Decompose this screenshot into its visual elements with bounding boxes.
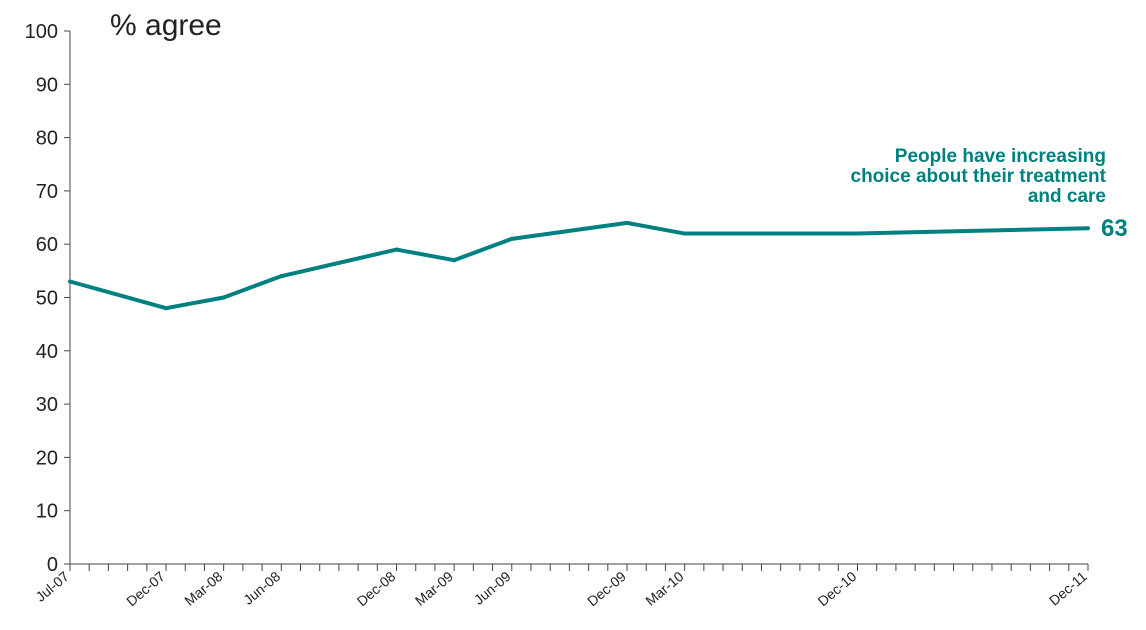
data-point xyxy=(279,274,284,279)
annotation-line: choice about their treatment xyxy=(851,166,1107,187)
x-tick-label: Jun-09 xyxy=(471,568,514,608)
data-point xyxy=(68,279,72,284)
y-tick-label: 20 xyxy=(36,447,58,469)
series-line xyxy=(69,220,1089,311)
y-axis: 0 10 20 30 40 50 60 70 80 90 100 xyxy=(25,21,71,576)
y-tick-label: 10 xyxy=(36,501,58,523)
x-tick-label: Mar-09 xyxy=(412,568,456,609)
x-tick-label: Dec-11 xyxy=(1046,568,1090,609)
data-point xyxy=(682,231,687,236)
y-tick-label: 90 xyxy=(36,74,58,96)
y-axis-title: % agree xyxy=(110,9,222,42)
x-tick-label: Mar-08 xyxy=(181,568,225,609)
annotation-line: and care xyxy=(1028,186,1106,207)
y-tick-label: 0 xyxy=(47,554,58,576)
series-group xyxy=(68,220,1090,311)
y-tick-label: 70 xyxy=(36,181,58,203)
x-axis: Jul-07 Dec-07 Mar-08 Jun-08 Dec-08 Mar-09 Jun-… xyxy=(32,563,1090,609)
data-point xyxy=(855,231,860,236)
x-tick-label: Dec-08 xyxy=(354,568,399,609)
x-tick-label: Dec-07 xyxy=(123,568,168,609)
data-point xyxy=(394,247,399,252)
data-point xyxy=(221,295,226,300)
y-tick-label: 50 xyxy=(36,288,58,310)
y-tick-label: 100 xyxy=(25,21,58,43)
data-point xyxy=(1086,226,1090,231)
y-tick-label: 80 xyxy=(36,128,58,150)
y-tick-label: 30 xyxy=(36,394,58,416)
x-tick-label: Jun-08 xyxy=(240,568,283,608)
annotation-line: People have increasing xyxy=(895,146,1106,167)
x-tick-label: Dec-10 xyxy=(815,568,860,609)
data-point xyxy=(625,220,630,225)
y-tick-label: 40 xyxy=(36,341,58,363)
end-value-label: 63 xyxy=(1101,215,1128,242)
data-point xyxy=(164,306,169,311)
data-point xyxy=(452,258,457,263)
y-tick-label: 60 xyxy=(36,234,58,256)
x-tick-label: Mar-10 xyxy=(642,568,686,609)
x-tick-label: Dec-09 xyxy=(584,568,629,609)
data-point xyxy=(509,236,514,241)
